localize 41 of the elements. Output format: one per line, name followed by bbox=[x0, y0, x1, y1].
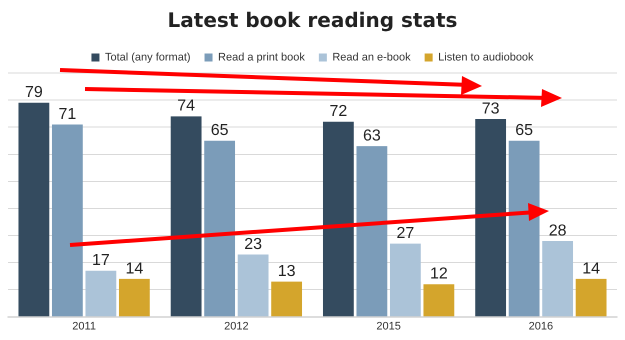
data-label: 65 bbox=[210, 122, 229, 140]
bar bbox=[18, 102, 50, 316]
bar bbox=[170, 116, 202, 316]
data-label: 17 bbox=[92, 252, 110, 270]
data-label: 14 bbox=[125, 260, 144, 278]
bar bbox=[204, 140, 236, 316]
bar bbox=[271, 282, 302, 316]
bar bbox=[542, 240, 574, 316]
data-label: 73 bbox=[482, 100, 500, 118]
bar bbox=[576, 278, 607, 316]
data-label: 63 bbox=[362, 128, 381, 145]
bar bbox=[356, 146, 388, 316]
legend-label: Listen to audiobook bbox=[438, 52, 534, 64]
bar bbox=[85, 270, 116, 316]
x-tick-label: 2012 bbox=[224, 320, 249, 332]
legend-label: Total (any format) bbox=[104, 52, 191, 64]
legend-label: Read an e-book bbox=[332, 52, 412, 64]
bar bbox=[423, 284, 454, 316]
data-label: 79 bbox=[24, 84, 43, 102]
bar bbox=[322, 122, 354, 316]
data-label: 13 bbox=[278, 262, 296, 280]
chart-title: Latest book reading stats bbox=[168, 8, 458, 32]
bar bbox=[508, 140, 540, 316]
data-label: 23 bbox=[244, 236, 262, 253]
x-tick-label: 2011 bbox=[72, 320, 96, 332]
data-label: 71 bbox=[58, 106, 76, 123]
bar bbox=[118, 278, 150, 316]
legend-label: Read a print book bbox=[218, 52, 306, 64]
data-label: 28 bbox=[548, 222, 567, 240]
x-tick-label: 2015 bbox=[376, 320, 401, 332]
bar bbox=[238, 254, 269, 316]
bar bbox=[475, 119, 506, 316]
data-label: 65 bbox=[515, 122, 534, 140]
bar bbox=[52, 124, 83, 316]
bar bbox=[390, 244, 421, 316]
data-label: 14 bbox=[582, 260, 600, 278]
x-tick-label: 2016 bbox=[528, 320, 554, 332]
data-label: 74 bbox=[177, 98, 196, 115]
data-label: 27 bbox=[396, 225, 414, 242]
data-label: 72 bbox=[329, 103, 348, 120]
data-label: 12 bbox=[430, 266, 448, 283]
